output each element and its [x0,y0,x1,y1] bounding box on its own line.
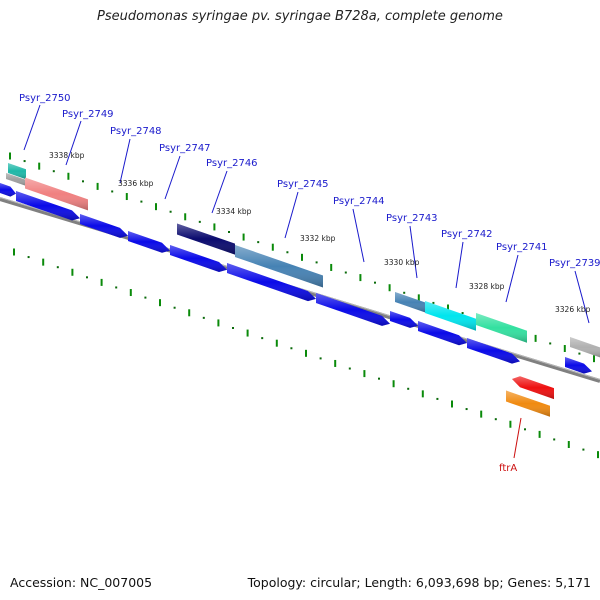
inner-ruler-dot [232,326,234,329]
label-leader-line [574,270,590,324]
psyr-2745-feature-shading [235,245,323,288]
inner-ruler-dot [261,337,264,340]
cds-arrow-shading [316,293,390,326]
outer-ruler-dot [82,180,84,183]
psyr-2741-feature-shading [476,313,527,343]
psyr-2739-feature-shading [570,337,600,358]
accession-label: Accession: NC_007005 [10,575,153,590]
gene-label-psyr-2741: Psyr_2741 [496,242,548,253]
inner-ruler-dot [378,377,380,380]
psyr-2750-grey-feature-shading [6,173,26,186]
gene-label-psyr-2747: Psyr_2747 [159,143,211,154]
outer-ruler-dot [228,230,230,233]
psyr-2750-feature-shading [8,163,26,180]
inner-ruler-dot [319,357,322,360]
outer-ruler-dot [403,291,406,294]
label-leader-line [211,170,228,214]
gene-label-psyr-2750: Psyr_2750 [19,93,71,104]
gene-label-psyr-2743: Psyr_2743 [386,213,438,224]
outer-ruler-dot [461,312,464,315]
gene-label-psyr-2739: Psyr_2739 [549,258,600,269]
label-leader-line [352,208,365,263]
label-leader-line [65,120,82,166]
outer-ruler-dot [257,241,260,244]
scale-label: 3326 kbp [555,305,591,314]
scale-label: 3328 kbp [469,282,505,291]
label-leader-line [164,155,181,200]
inner-ruler-dot [524,428,526,431]
inner-ruler-dot [27,256,30,259]
inner-ruler-dot [144,296,147,299]
label-leaders [23,104,590,459]
cds-arrow-shading [80,214,128,238]
label-leader-line [284,191,299,239]
gene-label-ftra: ftrA [499,463,517,474]
genome-summary: Topology: circular; Length: 6,093,698 bp… [247,575,591,590]
inner-ruler-dot [86,276,88,279]
inner-ruler-dot [202,316,205,319]
cds-arrow-shading [128,231,170,253]
inner-ruler-dot [436,397,439,400]
psyr-2742-feature-shading [425,301,476,331]
scale-label: 3336 kbp [118,179,154,188]
inner-ruler-dot [290,347,293,350]
inner-ruler-dot [348,367,351,370]
outer-ruler-dot [344,271,347,274]
label-layer: 3338 kbp 3336 kbp 3334 kbp 3332 kbp 3330 kbp… [19,93,600,474]
inner-ruler-dot [494,418,497,421]
gene-label-psyr-2745: Psyr_2745 [277,179,329,190]
outer-ruler-dot [52,170,55,173]
inner-ruler-dot [173,306,176,309]
inner-ruler-dot [465,408,468,411]
scale-label: 3334 kbp [216,207,252,216]
ftra-upper-feature-shading [512,376,554,400]
inner-ruler-dot [115,286,118,289]
inner-ruler-dot [407,387,410,390]
outer-ruler-dot [198,220,201,223]
outer-ruler-dot [111,190,114,193]
label-leader-line [23,104,41,151]
outer-ruler-dot [169,210,172,213]
outer-ruler-dot [286,251,289,254]
label-leader-line [513,417,522,459]
psyr-2749-feature-shading [25,177,88,211]
gene-label-psyr-2742: Psyr_2742 [441,229,493,240]
outer-ruler-dot [578,352,581,355]
label-leader-line [119,138,131,184]
gene-label-psyr-2749: Psyr_2749 [62,109,114,120]
outer-ruler-dot [432,301,435,304]
map-title: Pseudomonas syringae pv. syringae B728a,… [97,9,503,24]
psyr-2746-feature-shading [177,223,235,255]
label-leader-line [455,241,464,289]
cds-arrow-shading [565,357,592,374]
outer-ruler-dot [23,160,26,163]
cds-arrow-shading [390,311,418,328]
scale-label: 3332 kbp [300,234,336,243]
ftra-lower-feature-shading [506,390,550,417]
scale-label: 3330 kbp [384,258,420,267]
cds-arrow-shading [0,183,16,197]
outer-ruler-dot [140,200,143,203]
gene-label-psyr-2748: Psyr_2748 [110,126,162,137]
cds-arrow-shading [227,263,316,302]
cds-arrow-shading [170,245,227,272]
feature-track [0,163,600,417]
cds-arrow-shading [418,321,467,346]
psyr-2743-feature-shading [395,292,425,313]
cds-arrow-shading [16,191,80,221]
inner-ruler-dot [56,266,59,269]
scale-label: 3338 kbp [49,151,85,160]
gene-label-psyr-2746: Psyr_2746 [206,158,258,169]
inner-ruler-dot [582,448,585,451]
outer-ruler-dot [549,342,552,345]
label-leader-line [505,254,519,303]
inner-ruler [13,248,599,459]
cds-arrow-shading [467,338,520,364]
outer-ruler-dot [374,281,376,284]
outer-ruler-dot [315,261,318,264]
label-leader-line [409,225,418,279]
gene-label-psyr-2744: Psyr_2744 [333,196,385,207]
inner-ruler-dot [553,438,556,441]
